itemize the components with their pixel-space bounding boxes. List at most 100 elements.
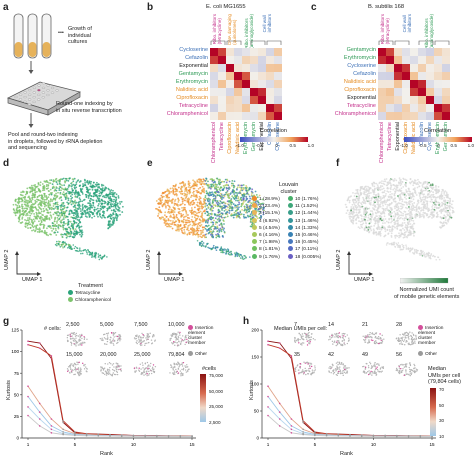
umap-point bbox=[83, 249, 86, 251]
umap-point bbox=[94, 183, 97, 186]
umap-point bbox=[102, 212, 105, 215]
umap-point bbox=[67, 247, 69, 249]
legend-swatch bbox=[288, 217, 293, 223]
umap-point bbox=[177, 186, 180, 189]
umap-point bbox=[444, 190, 447, 193]
heatmap-cell bbox=[378, 48, 386, 56]
heatmap-cell bbox=[274, 88, 282, 96]
heatmap-row-label: Cefazolin bbox=[185, 55, 208, 61]
umap-point bbox=[49, 211, 52, 214]
umap-point bbox=[237, 204, 239, 206]
umap-point bbox=[393, 205, 396, 208]
umap-point bbox=[83, 210, 86, 213]
umap-point bbox=[93, 254, 96, 256]
umap-point bbox=[446, 194, 448, 197]
umap-point bbox=[236, 199, 239, 202]
umap-point bbox=[169, 219, 172, 222]
umap-point bbox=[178, 208, 181, 211]
heatmap-row-label: Tetracycline bbox=[346, 103, 376, 109]
umap-point bbox=[31, 196, 34, 199]
umap-point bbox=[370, 192, 372, 194]
umap-point bbox=[405, 244, 407, 246]
umap-point bbox=[423, 186, 426, 189]
heatmap-row-label: Erythromycin bbox=[175, 79, 208, 85]
umap-point bbox=[393, 194, 396, 197]
umap-point bbox=[233, 252, 236, 254]
umap-point bbox=[35, 216, 38, 219]
heatmap-cell bbox=[210, 72, 218, 80]
umap-point bbox=[412, 198, 415, 201]
umap-point bbox=[350, 195, 352, 198]
umap-point bbox=[414, 216, 416, 218]
umap-point bbox=[410, 205, 413, 208]
umap-point bbox=[390, 207, 393, 210]
umap-point bbox=[51, 230, 53, 232]
heatmap-col-label: Chloramphenicol bbox=[379, 122, 385, 164]
umap-point bbox=[394, 190, 397, 193]
umap-point bbox=[210, 183, 212, 186]
umap-point bbox=[180, 214, 183, 217]
umap-point bbox=[394, 214, 397, 216]
umap-point bbox=[50, 208, 53, 211]
umap-point bbox=[31, 186, 33, 189]
umap-point bbox=[101, 200, 104, 202]
umap-point bbox=[255, 193, 258, 196]
umap-point bbox=[449, 214, 452, 216]
umap-point bbox=[403, 178, 405, 181]
umap-point bbox=[406, 234, 409, 237]
umap-point bbox=[446, 204, 449, 207]
umap-point bbox=[38, 230, 41, 232]
umap-point bbox=[85, 195, 88, 198]
umap-point bbox=[411, 203, 414, 205]
umap-point bbox=[370, 229, 373, 232]
umap-point bbox=[214, 187, 217, 190]
umap-point bbox=[69, 233, 72, 236]
umap-point bbox=[443, 208, 445, 211]
umap-point bbox=[382, 227, 385, 229]
umap-point bbox=[203, 199, 206, 202]
umap-point bbox=[99, 194, 102, 197]
umap-point bbox=[381, 200, 383, 203]
umap-point bbox=[197, 233, 200, 236]
umap-point bbox=[440, 204, 443, 207]
colorbar-tick: 1.0 bbox=[467, 143, 474, 148]
umap-point bbox=[415, 210, 418, 212]
heatmap-cell bbox=[258, 56, 266, 64]
umap-point bbox=[57, 179, 59, 182]
umap-point bbox=[191, 215, 194, 218]
umap-point bbox=[377, 194, 380, 197]
umap-point bbox=[409, 177, 412, 180]
umap-point bbox=[402, 236, 405, 239]
umap-point bbox=[215, 177, 218, 180]
umap-point bbox=[173, 221, 176, 224]
heatmap-cell bbox=[274, 48, 282, 56]
umap-point bbox=[90, 197, 92, 200]
umap-point bbox=[345, 212, 348, 215]
umap-point bbox=[78, 227, 80, 229]
heatmap-cell bbox=[402, 48, 410, 56]
umap-point bbox=[233, 193, 236, 195]
umap-point bbox=[112, 193, 114, 196]
umap-point bbox=[415, 214, 418, 217]
umap-point bbox=[184, 190, 186, 193]
umap-point bbox=[103, 194, 105, 197]
umap-point bbox=[429, 200, 432, 203]
heatmap-cell bbox=[410, 56, 418, 64]
umap-point bbox=[105, 193, 108, 196]
umap-point bbox=[27, 219, 30, 222]
umap-point bbox=[109, 195, 112, 198]
umap-point bbox=[259, 211, 262, 213]
umap-point bbox=[26, 214, 29, 217]
umap-point bbox=[226, 211, 229, 214]
umap-point bbox=[177, 226, 180, 228]
umap-point bbox=[39, 228, 41, 231]
umap-point bbox=[86, 211, 89, 214]
umap-point bbox=[421, 185, 424, 188]
umap-point bbox=[230, 201, 233, 204]
umap-point bbox=[89, 211, 92, 214]
umap-point bbox=[171, 223, 173, 226]
umap-point bbox=[408, 229, 411, 232]
heatmap-cell bbox=[402, 88, 410, 96]
umap-point bbox=[438, 204, 440, 206]
umap-point bbox=[181, 198, 184, 201]
